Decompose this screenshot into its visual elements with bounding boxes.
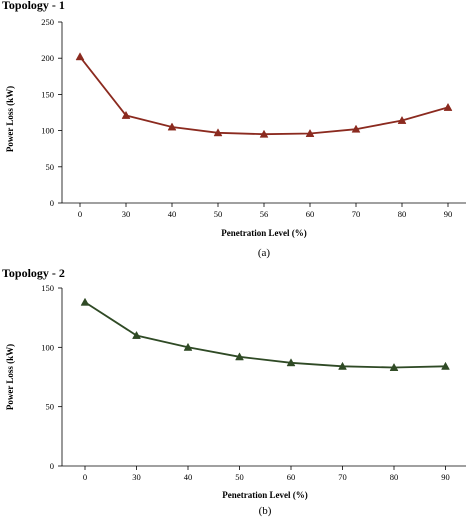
y-axis-label: Power Loss (kW) <box>5 344 15 410</box>
x-tick-label: 70 <box>338 472 347 482</box>
x-tick-label: 0 <box>78 209 82 219</box>
data-point-marker <box>167 122 177 131</box>
data-point-marker <box>183 342 193 351</box>
data-point-marker <box>213 128 223 137</box>
series-line <box>84 301 446 369</box>
x-tick-label: 90 <box>444 209 453 219</box>
data-point-marker <box>351 124 361 133</box>
x-tick-label: 70 <box>352 209 361 219</box>
y-tick-label: 0 <box>50 461 54 471</box>
x-axis-label: Penetration Level (%) <box>221 228 306 238</box>
x-tick-label: 50 <box>235 472 244 482</box>
data-point-marker <box>286 358 296 367</box>
y-tick-label: 100 <box>41 126 54 136</box>
series-markers <box>80 297 450 371</box>
x-axis-ticks: 0 30 40 50 60 70 80 90 <box>83 466 450 482</box>
x-tick-label: 40 <box>184 472 193 482</box>
y-tick-label: 0 <box>50 198 54 208</box>
data-point-marker <box>389 362 399 371</box>
data-point-marker <box>80 297 90 306</box>
data-point-marker <box>338 361 347 370</box>
figure-caption: (a) <box>258 247 271 259</box>
data-point-marker <box>235 352 244 361</box>
chart-title: Topology - 1 <box>2 0 65 12</box>
y-tick-label: 150 <box>41 283 54 293</box>
y-tick-label: 250 <box>41 17 54 27</box>
series-markers <box>75 52 453 138</box>
y-axis-ticks: 0 50 100 150 <box>41 283 62 471</box>
x-tick-label: 80 <box>398 209 407 219</box>
x-tick-label: 0 <box>83 472 87 482</box>
x-tick-label: 40 <box>168 209 177 219</box>
chart-topology-1: Topology - 1 0 50 100 150 200 250 0 30 40 50 56 60… <box>2 0 466 259</box>
chart-topology-2: Topology - 2 0 50 100 150 0 30 40 50 60 70 80 90 P… <box>2 266 466 517</box>
y-axis-ticks: 0 50 100 150 200 250 <box>41 17 62 208</box>
y-axis-label: Power Loss (kW) <box>5 86 15 152</box>
x-tick-label: 56 <box>260 209 269 219</box>
data-point-marker <box>443 102 453 111</box>
data-point-marker <box>305 128 315 137</box>
data-point-marker <box>121 110 131 119</box>
chart-title: Topology - 2 <box>2 266 65 280</box>
x-axis-ticks: 0 30 40 50 56 60 70 80 90 <box>78 203 452 219</box>
y-tick-label: 50 <box>46 162 55 172</box>
y-tick-label: 100 <box>41 342 54 352</box>
x-tick-label: 90 <box>441 472 450 482</box>
x-tick-label: 60 <box>306 209 315 219</box>
x-tick-label: 30 <box>132 472 141 482</box>
figure-caption: (b) <box>259 505 272 517</box>
y-tick-label: 50 <box>46 402 55 412</box>
series-line <box>79 56 449 136</box>
data-point-marker <box>132 330 141 339</box>
x-tick-label: 60 <box>287 472 296 482</box>
y-tick-label: 150 <box>41 89 54 99</box>
data-point-marker <box>397 115 407 124</box>
data-point-marker <box>441 361 450 370</box>
data-point-marker <box>259 129 269 138</box>
x-tick-label: 30 <box>122 209 131 219</box>
x-tick-label: 80 <box>390 472 399 482</box>
x-tick-label: 50 <box>214 209 223 219</box>
y-tick-label: 200 <box>41 53 54 63</box>
x-axis-label: Penetration Level (%) <box>222 490 307 500</box>
data-point-marker <box>75 52 85 61</box>
